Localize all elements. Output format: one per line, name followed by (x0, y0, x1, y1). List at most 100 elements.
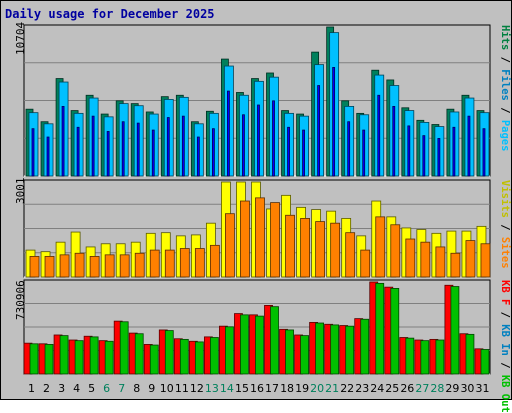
panel-1-pages-bar-31 (482, 128, 486, 177)
panel-2-sites-bar-8 (134, 252, 145, 278)
panel-2-sites-bar-18 (285, 214, 295, 278)
panel-2-sites-bar-3 (59, 254, 70, 278)
panel-3-kb-out-bar-27 (420, 340, 430, 375)
panel-3-kb-out-bar-20 (315, 322, 325, 375)
panel-1-pages-bar-5 (91, 115, 95, 177)
panel-2-sites-bar-9 (149, 249, 160, 278)
panel-3-kb-out-bar-26 (405, 337, 415, 375)
x-tick-label-8: 8 (133, 382, 140, 395)
x-tick-label-21: 21 (325, 382, 339, 395)
panel-2-sites-bar-19 (300, 218, 310, 278)
x-tick-label-28: 28 (430, 382, 444, 395)
panel-2-sites-bar-5 (89, 256, 100, 278)
panel-1-pages-bar-10 (166, 117, 170, 177)
panel-3-kb-out-bar-15 (240, 314, 249, 375)
panel-3-kb-out-bar-24 (375, 282, 385, 375)
x-tick-label-15: 15 (235, 382, 249, 395)
panel-3-kb-out-bar-6 (104, 340, 114, 375)
panel-2-sites-bar-11 (179, 248, 190, 278)
panel-3-kb-out-bar-1 (29, 343, 39, 375)
panel-2-sites-bar-1 (29, 256, 40, 278)
panel-1-pages-bar-13 (211, 128, 215, 177)
x-tick-label-10: 10 (160, 382, 174, 395)
panel-2-sites-bar-28 (435, 246, 446, 278)
panel-1-pages-bar-11 (181, 115, 185, 177)
panel-3-kb-out-bar-14 (225, 326, 234, 375)
panel-1-pages-bar-16 (257, 104, 260, 177)
panel-1-pages-bar-23 (362, 129, 366, 177)
panel-1-pages-bar-7 (121, 121, 125, 177)
panel-1-pages-bar-8 (136, 122, 140, 177)
panel-1-pages-bar-19 (302, 129, 305, 177)
x-tick-label-17: 17 (265, 382, 279, 395)
x-tick-label-11: 11 (175, 382, 189, 395)
panel-1-pages-bar-18 (287, 126, 290, 177)
chart-title: Daily usage for December 2025 (5, 7, 215, 21)
x-tick-label-6: 6 (103, 382, 110, 395)
panel-2-sites-bar-16 (255, 197, 265, 278)
panel-1-pages-bar-25 (392, 105, 396, 177)
panel-2-sites-bar-21 (330, 222, 341, 278)
panel-2-sites-bar-27 (420, 241, 431, 278)
panel-3-kb-out-bar-4 (74, 340, 84, 375)
panel-1-pages-bar-26 (407, 125, 411, 177)
panel-3-kb-out-bar-17 (270, 306, 279, 375)
panel-2-sites-bar-15 (240, 200, 250, 278)
panel-3-kb-out-bar-31 (480, 349, 490, 375)
panel-3-kb-out-bar-28 (435, 339, 445, 375)
x-tick-label-20: 20 (310, 382, 324, 395)
panel-1-pages-bar-24 (377, 94, 381, 177)
x-tick-label-27: 27 (415, 382, 429, 395)
panel-2-sites-bar-17 (270, 202, 280, 278)
usage-chart: 1 2 3 4 5 6 7 8 9 10 11 12 13 14 15 16 17 18 19 20 21 22 23 24 2… (23, 24, 491, 395)
x-tick-label-14: 14 (220, 382, 234, 395)
panel-1-pages-bar-30 (467, 115, 471, 177)
x-tick-label-18: 18 (280, 382, 294, 395)
panel-2-sites-bar-31 (480, 243, 491, 278)
panel-2-sites-bar-4 (74, 252, 85, 278)
panel-1-pages-bar-27 (422, 135, 426, 177)
panel-3-kb-out-bar-21 (330, 324, 340, 375)
x-tick-label-24: 24 (370, 382, 384, 395)
panel-2-sites-bar-10 (164, 249, 175, 278)
panel-2-sites-bar-26 (405, 238, 416, 278)
x-tick-label-26: 26 (400, 382, 414, 395)
panel-3-kb-out-bar-3 (59, 335, 69, 375)
panel-3-kb-out-bar-16 (255, 315, 264, 375)
panel-2-sites-bar-25 (390, 224, 401, 278)
panel-2-sites-bar-30 (465, 240, 476, 278)
panel-1-pages-bar-15 (242, 114, 245, 177)
panel-2-sites-bar-22 (345, 232, 356, 278)
panel-3-kb-out-bar-29 (450, 286, 460, 375)
x-tick-label-12: 12 (190, 382, 204, 395)
x-tick-label-22: 22 (340, 382, 354, 395)
x-tick-label-29: 29 (445, 382, 459, 395)
x-tick-label-9: 9 (148, 382, 155, 395)
x-tick-label-7: 7 (118, 382, 125, 395)
panel-2-sites-bar-13 (209, 244, 220, 278)
panel-1-pages-bar-6 (106, 131, 110, 177)
panel-2-sites-bar-7 (119, 254, 130, 278)
x-tick-label-1: 1 (28, 382, 35, 395)
panel-3-kb-out-bar-8 (134, 333, 144, 375)
panel-3-kb-out-bar-9 (149, 344, 159, 375)
x-tick-label-5: 5 (88, 382, 95, 395)
panel-3-kb-out-bar-30 (465, 333, 475, 375)
panel-3-kb-out-bar-11 (179, 338, 189, 375)
panel-1-pages-bar-14 (227, 90, 230, 177)
panel-3-kb-out-bar-22 (345, 325, 355, 375)
panel-1-pages-bar-4 (76, 126, 80, 177)
x-tick-label-4: 4 (73, 382, 80, 395)
x-tick-label-19: 19 (295, 382, 309, 395)
panel-3-kb-out-bar-7 (119, 321, 129, 375)
x-tick-label-16: 16 (250, 382, 264, 395)
panel-1-pages-bar-21 (332, 67, 336, 177)
panel-2-sites-bar-29 (450, 252, 461, 278)
panel-2-sites-bar-2 (44, 256, 55, 278)
panel-1-pages-bar-29 (452, 126, 456, 177)
panel-3-kb-out-bar-23 (360, 318, 370, 375)
x-tick-label-25: 25 (385, 382, 399, 395)
panel-2-sites-bar-6 (104, 254, 115, 278)
panel-1-pages-bar-9 (151, 129, 155, 177)
panel-3-kb-out-bar-25 (390, 288, 400, 375)
